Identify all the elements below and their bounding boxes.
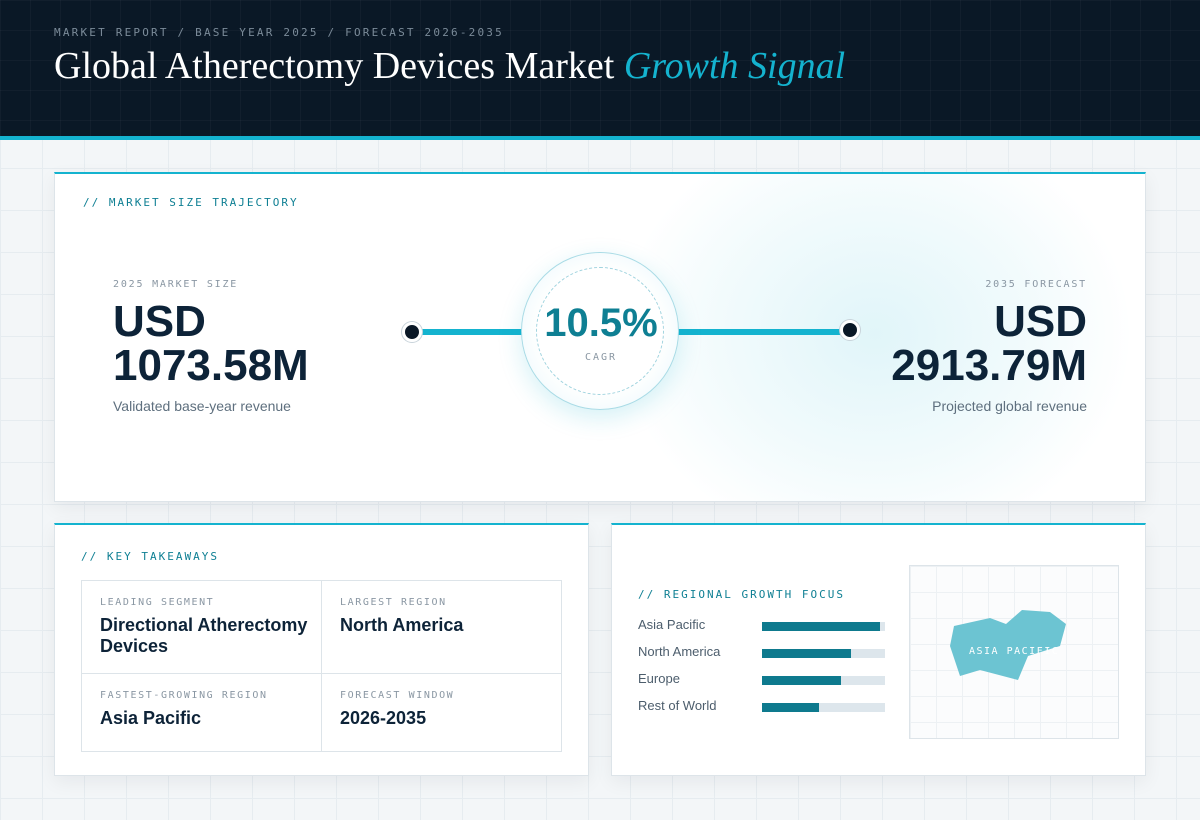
takeaway-label: LARGEST REGION [340,597,447,608]
region-bar-name: Asia Pacific [638,617,706,632]
page-title: Global Atherectomy Devices Market Growth… [54,44,845,88]
cagr-value: 10.5% [544,301,658,345]
region-bar-name: North America [638,644,721,659]
takeaway-value: North America [340,615,464,635]
key-takeaways-card: // KEY TAKEAWAYS LEADING SEGMENT Directi… [54,523,589,776]
takeaway-leading-segment: LEADING SEGMENT Directional Atherectomy … [82,581,322,674]
takeaway-label: FASTEST-GROWING REGION [100,690,268,701]
start-node [402,322,422,342]
start-currency: USD [113,297,206,346]
takeaway-label: FORECAST WINDOW [340,690,455,701]
trajectory-section-label: // MARKET SIZE TRAJECTORY [83,196,299,209]
region-bar-name: Rest of World [638,698,717,713]
region-bar-track [762,676,885,685]
takeaways-grid: LEADING SEGMENT Directional Atherectomy … [81,580,562,752]
regional-growth-card: // REGIONAL GROWTH FOCUS Asia Pacific No… [611,523,1146,776]
end-value-label: 2035 FORECAST [985,279,1087,290]
market-size-trajectory-card: // MARKET SIZE TRAJECTORY 2025 MARKET SI… [54,172,1146,502]
region-bar-row: Asia Pacific [638,617,886,635]
takeaway-fastest-region: FASTEST-GROWING REGION Asia Pacific [82,674,322,751]
region-bar-row: Rest of World [638,698,886,716]
region-bar-row: North America [638,644,886,662]
start-amount: 1073.58M [113,341,309,390]
region-bar-fill [762,703,819,712]
takeaway-value: Directional Atherectomy Devices [100,615,308,656]
map-region-label: ASIA PACIFIC [969,646,1060,657]
start-value-label: 2025 MARKET SIZE [113,279,239,290]
start-market-value: USD 1073.58M [113,300,433,388]
background-glow [615,174,1135,501]
end-amount: 2913.79M [891,341,1087,390]
region-bar-fill [762,622,881,631]
region-map: ASIA PACIFIC [909,565,1119,739]
end-market-value: USD 2913.79M [767,300,1087,388]
takeaway-value: Asia Pacific [100,708,202,728]
asia-pacific-region-shape [950,610,1066,680]
region-bar-name: Europe [638,671,680,686]
cagr-label: CAGR [584,352,618,363]
region-bar-row: Europe [638,671,886,689]
takeaway-largest-region: LARGEST REGION North America [322,581,561,674]
report-kicker: MARKET REPORT / BASE YEAR 2025 / FORECAS… [54,26,504,39]
cagr-badge: 10.5% CAGR [521,252,679,410]
region-bar-track [762,703,885,712]
asia-pacific-map-shape [950,610,1066,680]
region-bar-fill [762,676,841,685]
region-bar-track [762,649,885,658]
start-caption: Validated base-year revenue [113,398,291,414]
cagr-inner-ring: 10.5% CAGR [536,267,664,395]
end-node [840,320,860,340]
report-header: MARKET REPORT / BASE YEAR 2025 / FORECAS… [0,0,1200,140]
region-bar-track [762,622,885,631]
end-currency: USD [994,297,1087,346]
page-title-accent: Growth Signal [623,45,846,87]
end-caption: Projected global revenue [932,398,1087,414]
region-bar-fill [762,649,851,658]
regional-section-label: // REGIONAL GROWTH FOCUS [638,588,845,601]
takeaway-value: 2026-2035 [340,708,427,728]
takeaway-forecast-window: FORECAST WINDOW 2026-2035 [322,674,561,751]
page-title-main: Global Atherectomy Devices Market [54,45,615,87]
takeaways-section-label: // KEY TAKEAWAYS [81,550,219,563]
takeaway-label: LEADING SEGMENT [100,597,215,608]
